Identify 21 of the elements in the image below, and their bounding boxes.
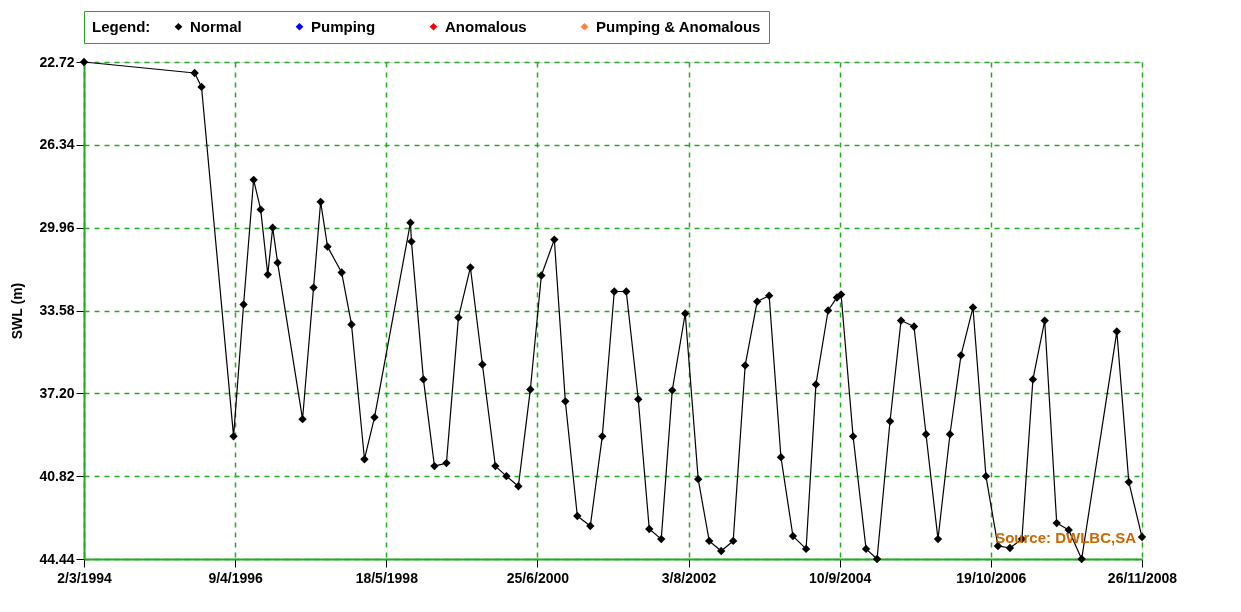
y-tick-label: 33.58 [39,302,75,318]
x-tick-label: 2/3/1994 [57,569,112,586]
legend-label: Pumping [311,17,376,35]
x-tick-label: 9/4/1996 [208,569,264,586]
x-tick-label: 19/10/2006 [956,569,1027,586]
y-axis-title: SWL (m) [9,282,26,340]
x-tick-label: 25/6/2000 [506,569,570,586]
y-tick-label: 22.72 [39,53,75,70]
x-tick-label: 3/8/2002 [661,569,717,586]
x-tick-label: 26/11/2008 [1107,569,1178,586]
x-tick-label: 18/5/1998 [355,569,419,586]
legend-label: Normal [190,17,242,35]
legend-title: Legend: [92,18,151,35]
y-tick-label: 40.82 [39,467,75,484]
legend-label: Pumping & Anomalous [596,17,761,35]
legend-label: Anomalous [445,17,527,35]
x-tick-label: 10/9/2004 [809,569,872,586]
y-tick-label: 26.34 [39,136,75,153]
y-tick-label: 29.96 [39,219,75,236]
y-tick-label: 37.20 [39,384,75,401]
y-tick-label: 44.44 [39,550,75,567]
